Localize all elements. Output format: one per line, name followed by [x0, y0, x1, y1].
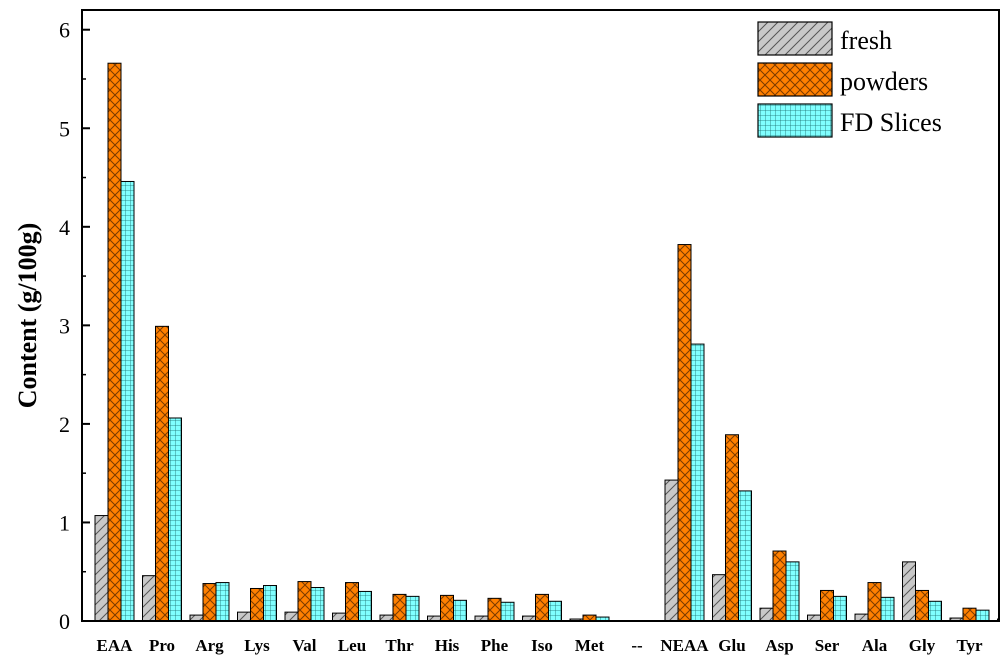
bar-fd-slices [264, 586, 277, 621]
bar-powders [156, 326, 169, 621]
y-tick-label: 6 [59, 18, 70, 43]
x-tick-label: Ala [862, 636, 888, 655]
y-tick-label: 2 [59, 412, 70, 437]
bar-powders [298, 582, 311, 621]
bar-fd-slices [406, 596, 419, 621]
y-tick-label: 5 [59, 116, 70, 141]
bar-fd-slices [169, 418, 182, 621]
bar-fd-slices [691, 344, 704, 621]
y-tick-label: 0 [59, 609, 70, 634]
x-tick-label: Val [293, 636, 317, 655]
bar-powders [821, 590, 834, 621]
x-tick-label: Iso [531, 636, 553, 655]
bar-fd-slices [786, 562, 799, 621]
bar-fresh [855, 614, 868, 621]
bar-fd-slices [311, 587, 324, 621]
bar-fresh [285, 612, 298, 621]
x-tick-label: Ser [815, 636, 840, 655]
bar-powders [251, 588, 264, 621]
bar-fresh [333, 613, 346, 621]
x-tick-label: Tyr [956, 636, 983, 655]
x-tick-label: NEAA [660, 636, 709, 655]
bar-fd-slices [359, 591, 372, 621]
bar-fresh [143, 576, 156, 621]
x-tick-label: Thr [385, 636, 414, 655]
x-tick-label: EAA [97, 636, 134, 655]
bar-fresh [238, 612, 251, 621]
bar-fd-slices [881, 597, 894, 621]
bar-powders [346, 583, 359, 621]
legend-swatch-fd-slices [758, 104, 832, 137]
x-tick-label: Gly [909, 636, 936, 655]
bar-powders [773, 551, 786, 621]
y-tick-label: 4 [59, 215, 70, 240]
x-tick-label: Asp [765, 636, 793, 655]
plot-frame [82, 10, 999, 621]
legend-label: fresh [840, 26, 892, 55]
bar-fd-slices [216, 583, 229, 621]
bar-fd-slices [549, 601, 562, 621]
bar-fresh [665, 480, 678, 621]
bar-fresh [95, 516, 108, 621]
x-tick-label: Arg [195, 636, 224, 655]
x-tick-label: His [435, 636, 460, 655]
y-tick-label: 1 [59, 510, 70, 535]
bar-fresh [713, 575, 726, 621]
bar-powders [916, 590, 929, 621]
bar-powders [203, 584, 216, 621]
x-tick-label: Glu [718, 636, 745, 655]
x-tick-label: Met [575, 636, 605, 655]
bar-fd-slices [976, 610, 989, 621]
x-tick-label: Pro [149, 636, 175, 655]
bar-fresh [903, 562, 916, 621]
x-tick-label: Leu [338, 636, 366, 655]
legend-swatch-fresh [758, 22, 832, 55]
bar-fd-slices [929, 601, 942, 621]
bar-powders [963, 608, 976, 621]
bar-powders [678, 245, 691, 621]
legend-label: FD Slices [840, 108, 942, 137]
x-tick-label: Lys [244, 636, 270, 655]
bar-powders [726, 435, 739, 621]
bar-fd-slices [454, 600, 467, 621]
x-tick-label: Phe [481, 636, 509, 655]
bar-fd-slices [834, 596, 847, 621]
y-axis-title: Content (g/100g) [13, 223, 42, 409]
bar-powders [868, 583, 881, 621]
bar-powders [108, 63, 121, 621]
bar-fresh [760, 608, 773, 621]
bar-powders [393, 594, 406, 621]
legend-label: powders [840, 67, 928, 96]
bar-fd-slices [501, 602, 514, 621]
y-tick-label: 3 [59, 313, 70, 338]
bar-fd-slices [121, 181, 134, 621]
bar-fd-slices [739, 491, 752, 621]
bar-powders [441, 595, 454, 621]
bar-powders [536, 594, 549, 621]
bar-powders [488, 598, 501, 621]
x-tick-label: -- [631, 636, 643, 655]
legend-swatch-powders [758, 63, 832, 96]
